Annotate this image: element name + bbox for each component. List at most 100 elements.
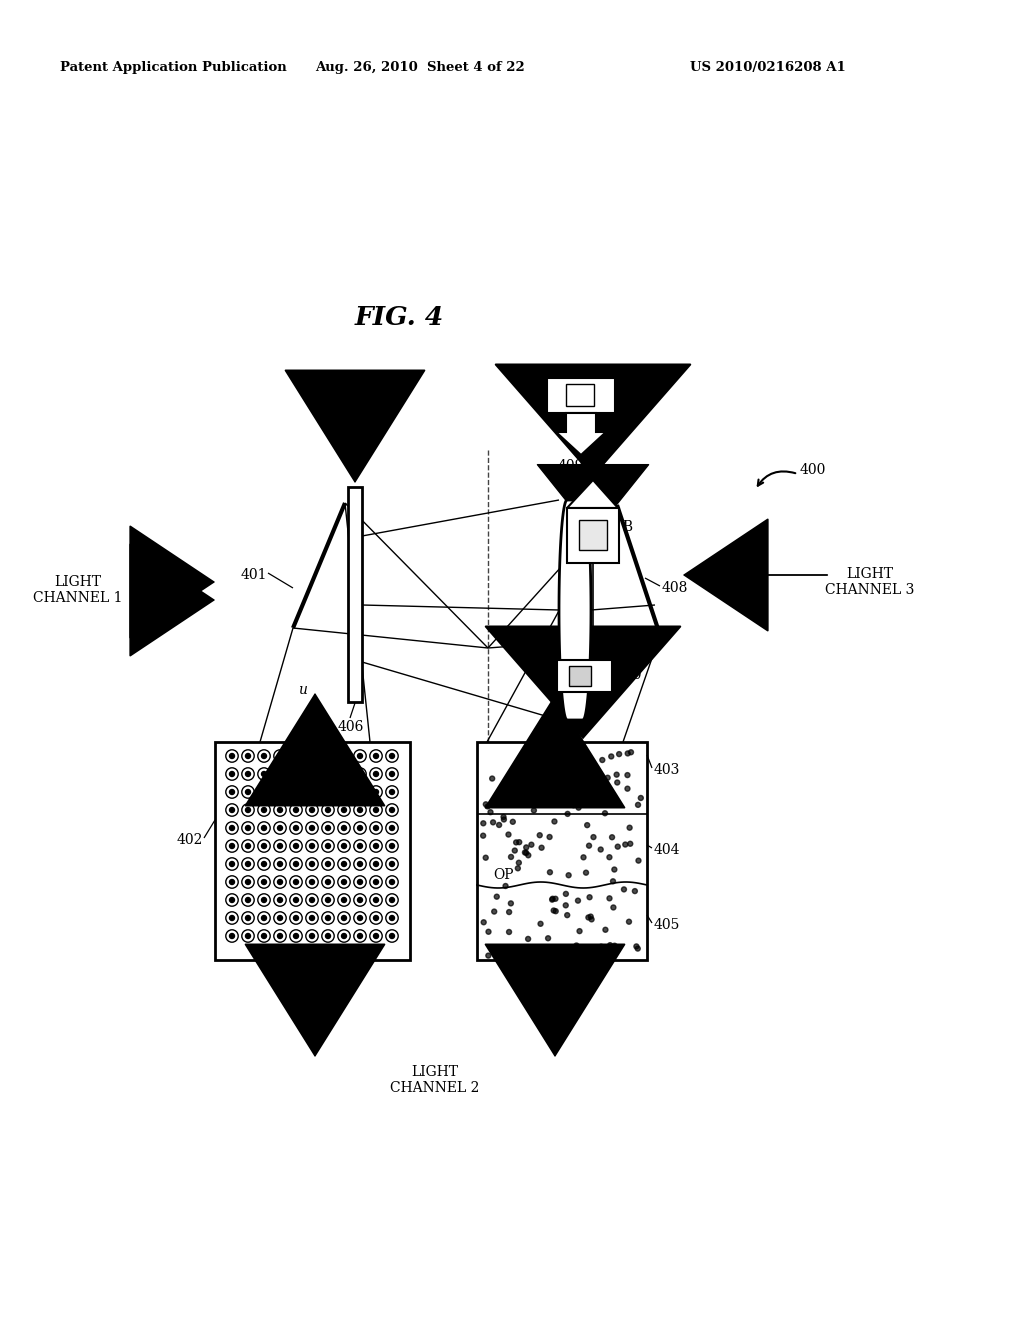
Circle shape — [389, 898, 394, 903]
Circle shape — [563, 903, 568, 908]
Circle shape — [341, 843, 346, 849]
Circle shape — [574, 764, 580, 768]
Circle shape — [633, 888, 637, 894]
Circle shape — [567, 779, 572, 784]
Circle shape — [507, 909, 512, 915]
Circle shape — [506, 832, 511, 837]
Text: 406: 406 — [338, 719, 365, 734]
Circle shape — [261, 862, 266, 866]
Circle shape — [278, 879, 283, 884]
Circle shape — [581, 796, 586, 800]
Circle shape — [514, 840, 518, 845]
Circle shape — [229, 771, 234, 776]
Circle shape — [515, 866, 520, 871]
Circle shape — [294, 771, 299, 776]
Circle shape — [341, 916, 346, 920]
Bar — [557, 660, 612, 692]
Circle shape — [246, 771, 251, 776]
Circle shape — [389, 771, 394, 776]
Circle shape — [586, 915, 591, 920]
Circle shape — [525, 853, 530, 858]
Circle shape — [629, 750, 634, 755]
Circle shape — [575, 945, 581, 950]
Circle shape — [357, 771, 362, 776]
Circle shape — [553, 908, 558, 913]
Circle shape — [581, 799, 585, 804]
Circle shape — [541, 759, 546, 763]
Circle shape — [278, 862, 283, 866]
Circle shape — [294, 789, 299, 795]
Circle shape — [326, 808, 331, 813]
Text: 401: 401 — [241, 568, 267, 582]
Circle shape — [309, 771, 314, 776]
Circle shape — [481, 821, 485, 826]
Circle shape — [229, 843, 234, 849]
Circle shape — [607, 855, 612, 859]
Circle shape — [547, 834, 552, 840]
Circle shape — [341, 933, 346, 939]
Circle shape — [616, 751, 622, 756]
Circle shape — [584, 870, 589, 875]
Circle shape — [615, 845, 621, 849]
Circle shape — [597, 779, 602, 783]
Bar — [547, 378, 615, 413]
Circle shape — [326, 825, 331, 830]
Circle shape — [294, 754, 299, 759]
Circle shape — [507, 929, 512, 935]
Circle shape — [309, 789, 314, 795]
Circle shape — [483, 801, 488, 807]
Bar — [567, 508, 618, 564]
Circle shape — [374, 879, 379, 884]
Circle shape — [357, 825, 362, 830]
Circle shape — [261, 754, 266, 759]
Circle shape — [546, 744, 551, 750]
Circle shape — [516, 861, 521, 865]
Text: B: B — [622, 520, 632, 535]
Circle shape — [278, 843, 283, 849]
Circle shape — [517, 840, 521, 845]
Circle shape — [607, 942, 612, 948]
Circle shape — [309, 898, 314, 903]
Circle shape — [261, 879, 266, 884]
Bar — [569, 667, 591, 686]
Circle shape — [389, 843, 394, 849]
Circle shape — [261, 916, 266, 920]
Circle shape — [605, 775, 610, 780]
Circle shape — [246, 789, 251, 795]
Circle shape — [585, 822, 590, 828]
Circle shape — [341, 789, 346, 795]
Text: LIGHT
CHANNEL 3: LIGHT CHANNEL 3 — [825, 566, 914, 597]
Circle shape — [609, 834, 614, 840]
Circle shape — [294, 843, 299, 849]
Circle shape — [246, 808, 251, 813]
Circle shape — [578, 929, 582, 933]
Text: OP: OP — [493, 869, 513, 882]
Circle shape — [326, 862, 331, 866]
Text: 408: 408 — [662, 581, 688, 595]
Circle shape — [508, 900, 513, 906]
Circle shape — [623, 842, 628, 847]
Circle shape — [481, 920, 486, 925]
Circle shape — [374, 843, 379, 849]
Circle shape — [574, 942, 579, 948]
Text: u: u — [298, 682, 306, 697]
Circle shape — [357, 916, 362, 920]
Circle shape — [389, 754, 394, 759]
Circle shape — [374, 862, 379, 866]
Circle shape — [326, 879, 331, 884]
Circle shape — [246, 843, 251, 849]
Bar — [579, 520, 607, 550]
Circle shape — [278, 771, 283, 776]
Circle shape — [309, 933, 314, 939]
Circle shape — [341, 825, 346, 830]
Circle shape — [554, 756, 559, 762]
Text: 405: 405 — [654, 917, 680, 932]
Circle shape — [326, 933, 331, 939]
Circle shape — [374, 789, 379, 795]
Circle shape — [550, 896, 555, 902]
Circle shape — [587, 895, 592, 900]
Circle shape — [341, 808, 346, 813]
Circle shape — [529, 842, 534, 847]
Circle shape — [585, 772, 590, 777]
Circle shape — [628, 841, 633, 846]
